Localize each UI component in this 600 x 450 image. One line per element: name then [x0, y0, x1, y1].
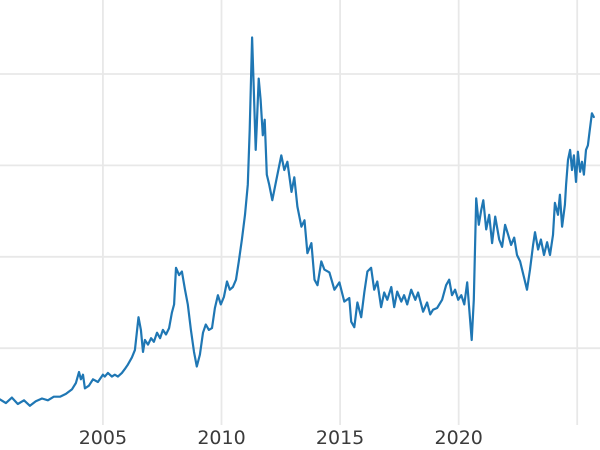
series-line-price [0, 36, 595, 407]
x-tick-label-2005: 2005 [79, 427, 127, 449]
x-tick-label-2020: 2020 [435, 427, 483, 449]
x-tick-label-2015: 2015 [316, 427, 364, 449]
x-tick-label-2010: 2010 [197, 427, 245, 449]
